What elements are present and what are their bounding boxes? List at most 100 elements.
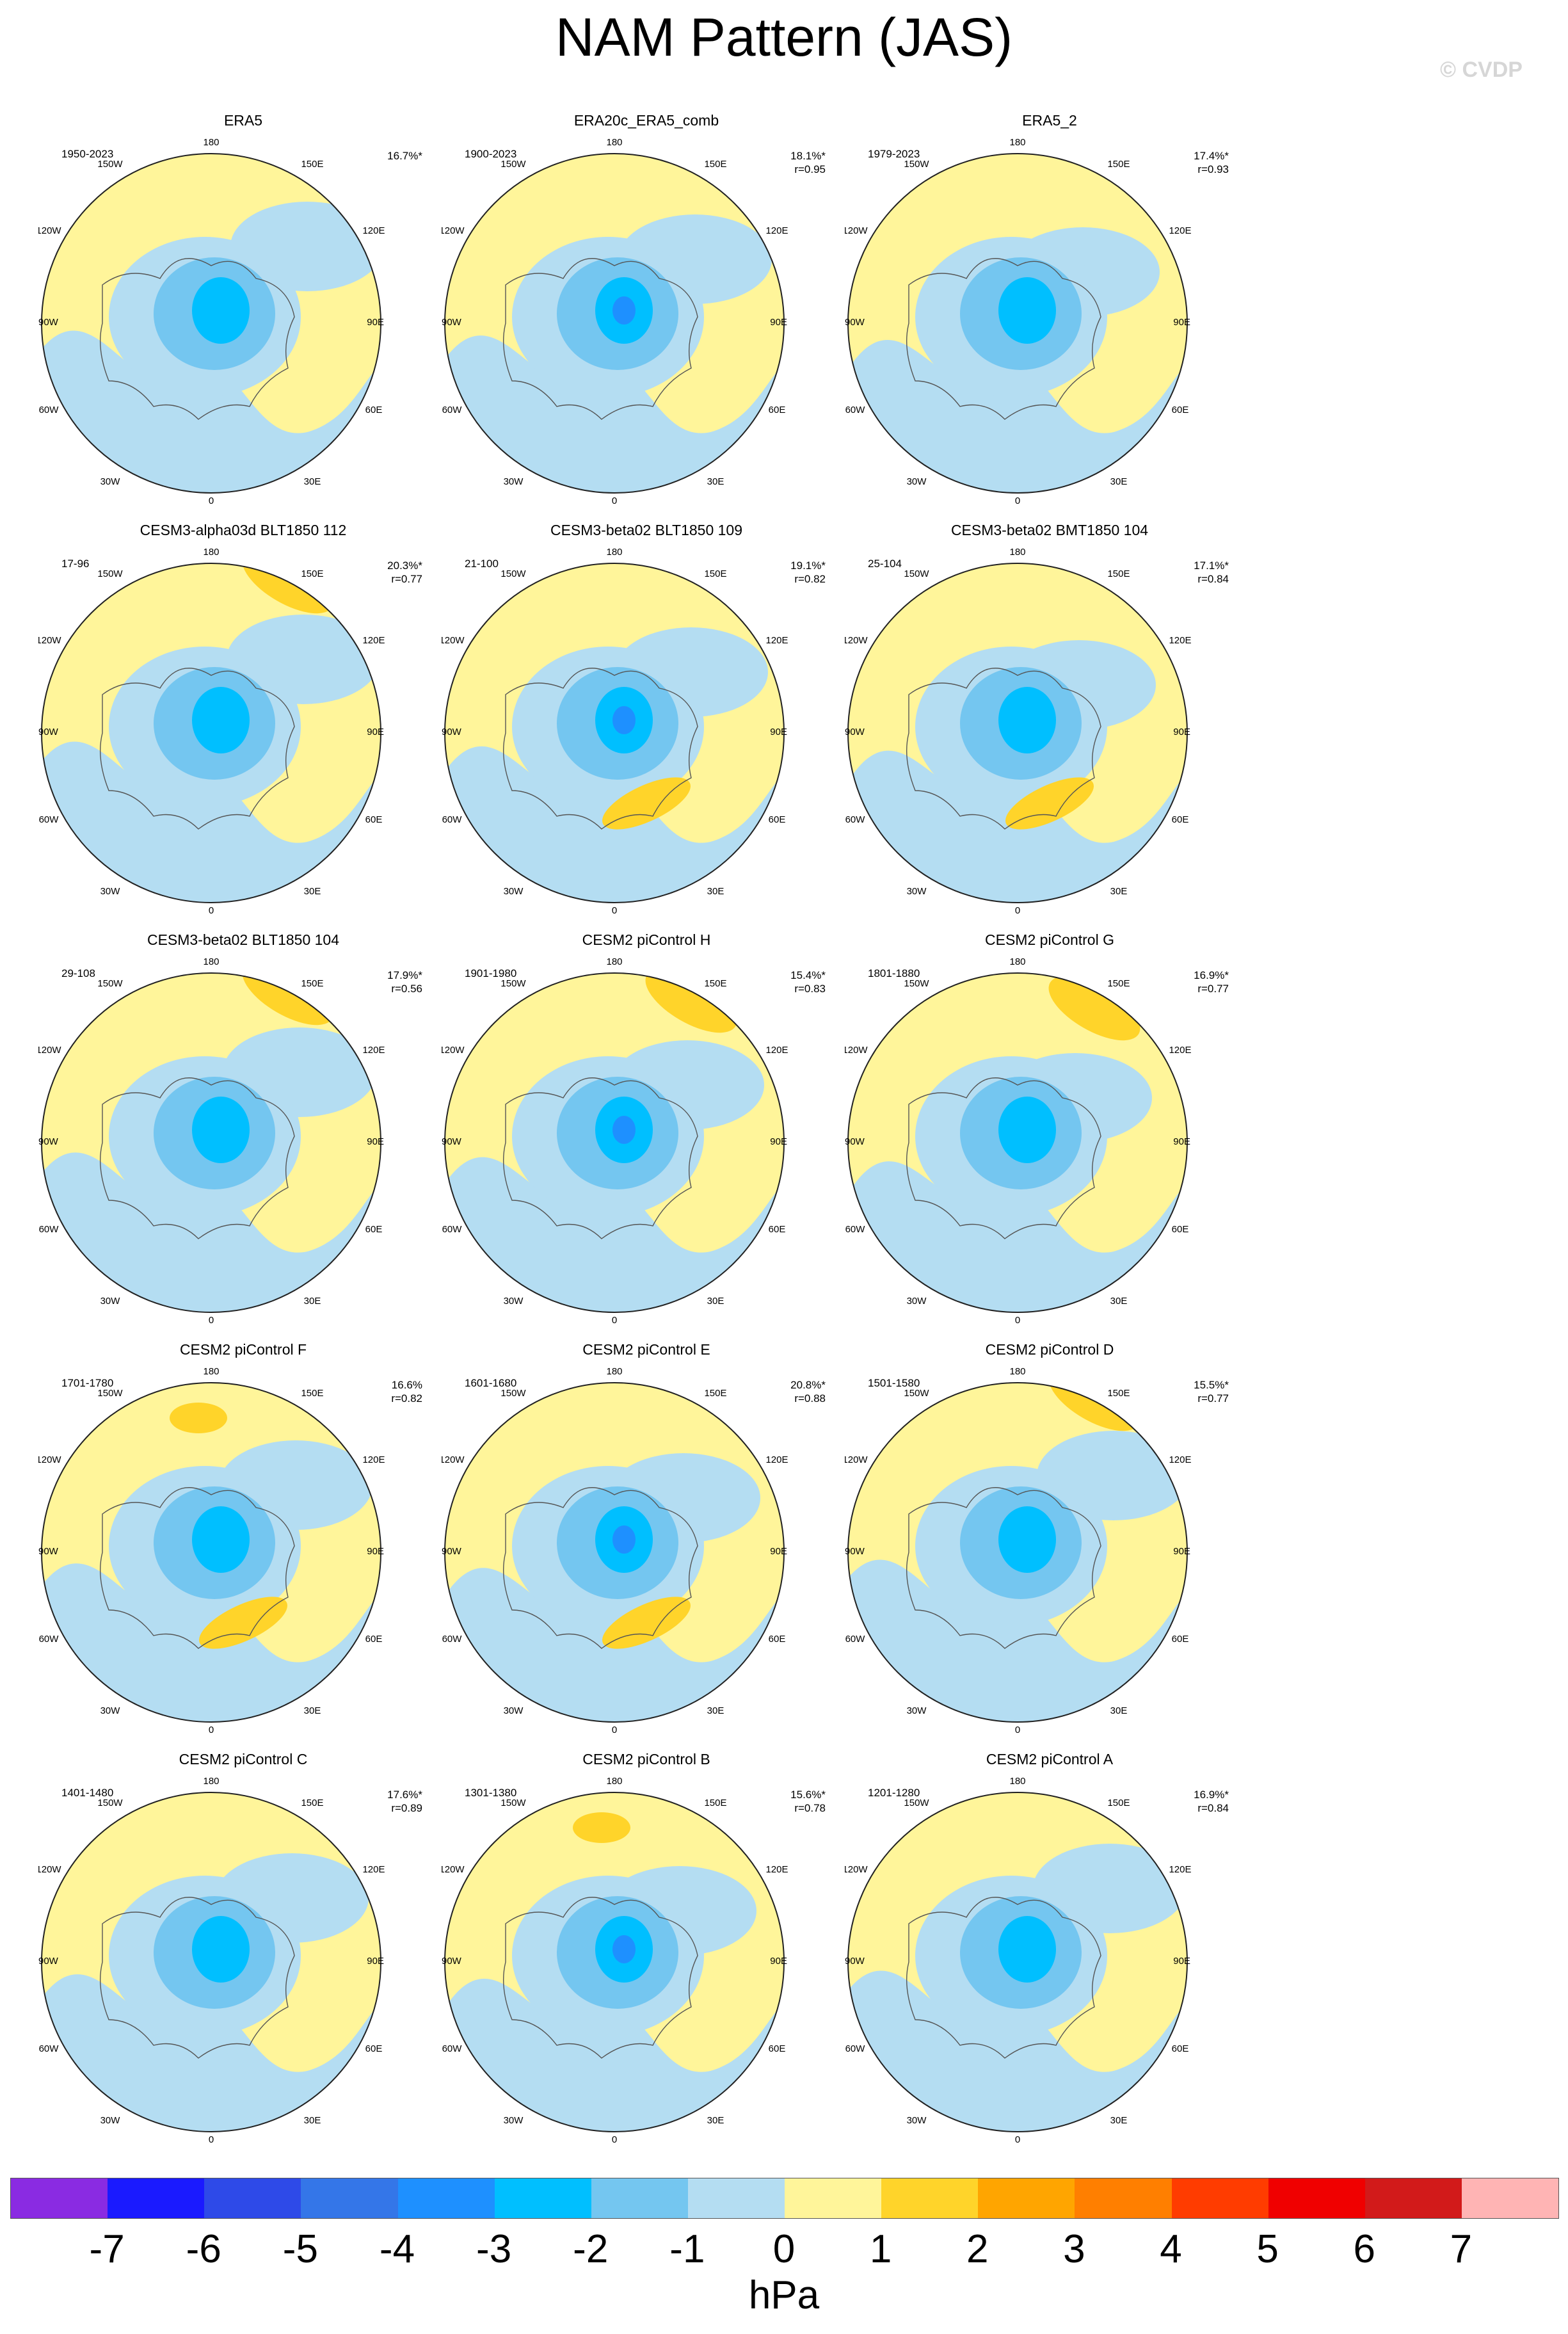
longitude-label: 0 <box>612 495 617 506</box>
map-outline <box>41 1382 381 1723</box>
anomaly-low-south <box>848 1970 1187 2132</box>
map-outline <box>847 153 1188 494</box>
variance-explained: 20.3%* <box>387 559 422 572</box>
longitude-label: 60E <box>769 1634 786 1645</box>
longitude-label: 120W <box>845 1454 868 1465</box>
panel-title: CESM2 piControl H <box>582 931 711 948</box>
anomaly-high-north <box>1048 976 1140 1041</box>
panel-period: 1950-2023 <box>61 148 114 160</box>
longitude-label: 150W <box>500 1388 526 1399</box>
longitude-label: 90E <box>770 1956 787 1967</box>
anomaly-low-3 <box>192 1097 250 1163</box>
longitude-label: 90W <box>442 727 462 737</box>
longitude-label: 30E <box>304 476 321 487</box>
panel-title: CESM3-beta02 BLT1850 109 <box>550 522 743 538</box>
colorbar-segment <box>785 2178 882 2218</box>
longitude-label: 90W <box>442 1136 462 1147</box>
longitude-label: 30W <box>100 886 121 897</box>
longitude-label: 60E <box>769 405 786 415</box>
coastline <box>906 668 1101 830</box>
anomaly-low-south <box>848 1161 1187 1312</box>
map-outline <box>444 1792 785 2132</box>
map-outline <box>847 563 1188 903</box>
polar-map: 180 0 150W 150E 120W 120E 90W 90E 60W 60E 30W 30E <box>38 956 385 1326</box>
panel-stats: 16.6% r=0.82 <box>358 1378 422 1406</box>
variance-explained: 19.1%* <box>790 559 826 572</box>
anomaly-low-3 <box>998 1506 1056 1573</box>
longitude-label: 30E <box>1110 476 1128 487</box>
longitude-label: 150E <box>704 978 726 989</box>
longitude-label: 120E <box>362 1454 385 1465</box>
longitude-label: 150W <box>97 568 123 579</box>
longitude-label: 120E <box>765 1864 788 1875</box>
longitude-label: 120W <box>442 635 465 646</box>
panel-stats: 20.8%* r=0.88 <box>762 1378 826 1406</box>
coastline <box>100 258 295 420</box>
longitude-label: 90W <box>38 1136 59 1147</box>
panel-title: CESM3-alpha03d BLT1850 112 <box>140 522 347 538</box>
longitude-label: 150E <box>1107 978 1130 989</box>
longitude-label: 180 <box>1009 1366 1025 1377</box>
page-title: NAM Pattern (JAS) <box>555 7 1013 67</box>
anomaly-low-4 <box>612 706 636 734</box>
colorbar-segment <box>494 2178 591 2218</box>
longitude-label: 90W <box>38 727 59 737</box>
panel-stats: 17.6%* r=0.89 <box>358 1788 422 1815</box>
polar-map: 180 0 150W 150E 120W 120E 90W 90E 60W 60E 30W 30E <box>442 1366 788 1735</box>
longitude-label: 90W <box>845 1136 865 1147</box>
anomaly-high-pacific <box>573 1812 630 1843</box>
anomaly-low-4 <box>612 1116 636 1144</box>
longitude-label: 90W <box>845 1956 865 1967</box>
map-outline <box>41 153 381 494</box>
variance-explained: 16.9%* <box>1194 1789 1229 1801</box>
longitude-label: 90W <box>845 317 865 328</box>
panel-period: 17-96 <box>61 558 90 570</box>
longitude-label: 30W <box>504 1296 524 1307</box>
map-panel: ERA20c_ERA5_comb 1900-2023 18.1%* r=0.95 180… <box>442 112 851 509</box>
anomaly-high-north <box>645 973 737 1033</box>
panel-title: CESM2 piControl D <box>985 1341 1114 1358</box>
panel-title: ERA5 <box>223 112 263 129</box>
polar-map: 180 0 150W 150E 120W 120E 90W 90E 60W 60E 30W 30E <box>38 137 385 506</box>
panel-stats: 17.1%* r=0.84 <box>1165 559 1229 586</box>
anomaly-low-3 <box>998 277 1056 344</box>
colorbar-unit-label: hPa <box>748 2273 820 2317</box>
map-panel: CESM2 piControl E 1601-1680 20.8%* r=0.88 18… <box>442 1341 851 1738</box>
colorbar-tick-label: 7 <box>1450 2227 1473 2271</box>
pattern-correlation: r=0.77 <box>1197 983 1229 995</box>
longitude-label: 150W <box>500 159 526 170</box>
anomaly-low-south <box>42 1152 381 1312</box>
longitude-label: 90W <box>38 317 59 328</box>
watermark: © CVDP <box>1440 58 1523 82</box>
panel-period: 1979-2023 <box>868 148 920 160</box>
colorbar-tick-label: 1 <box>869 2227 892 2271</box>
coastline <box>100 1077 295 1239</box>
panel-title: CESM3-beta02 BMT1850 104 <box>950 522 1149 538</box>
polar-map: 180 0 150W 150E 120W 120E 90W 90E 60W 60E 30W 30E <box>442 1776 788 2145</box>
pattern-correlation: r=0.93 <box>1197 163 1229 176</box>
longitude-label: 60E <box>1172 405 1189 415</box>
longitude-label: 60W <box>39 405 60 415</box>
anomaly-low-3 <box>192 277 250 344</box>
longitude-label: 30W <box>907 886 927 897</box>
pattern-correlation: r=0.95 <box>794 163 826 176</box>
pattern-correlation: r=0.84 <box>1197 1802 1229 1815</box>
colorbar-tick-label: 0 <box>772 2227 796 2271</box>
longitude-label: 30E <box>1110 2115 1128 2126</box>
longitude-label: 150W <box>904 568 929 579</box>
longitude-label: 150W <box>500 568 526 579</box>
polar-map: 180 0 150W 150E 120W 120E 90W 90E 60W 60E 30W 30E <box>38 547 385 916</box>
longitude-label: 30W <box>100 1296 121 1307</box>
pattern-correlation: r=0.77 <box>391 573 422 586</box>
longitude-label: 60E <box>1172 1634 1189 1645</box>
longitude-label: 90E <box>367 317 384 328</box>
map-panel: CESM3-beta02 BLT1850 104 29-108 17.9%* r=0.… <box>38 931 448 1328</box>
panel-period: 21-100 <box>465 558 499 570</box>
longitude-label: 150W <box>904 1388 929 1399</box>
longitude-label: 90E <box>1173 727 1190 737</box>
pattern-correlation: r=0.77 <box>1197 1392 1229 1405</box>
coastline <box>906 258 1101 420</box>
longitude-label: 90E <box>1173 1546 1190 1557</box>
anomaly-high-europe <box>199 1597 287 1649</box>
longitude-label: 30W <box>504 1705 524 1716</box>
